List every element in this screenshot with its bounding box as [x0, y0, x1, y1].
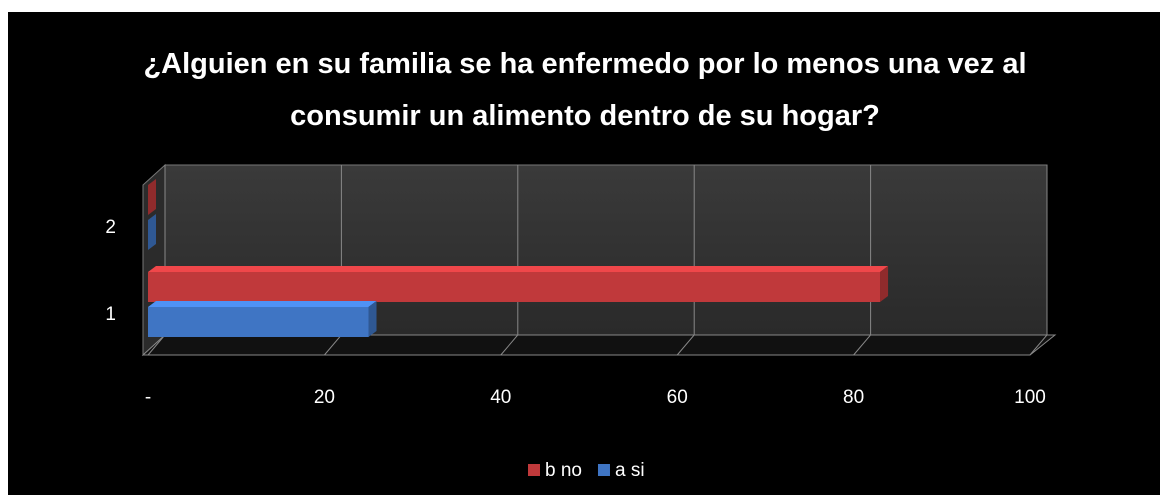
x-tick-label: 40: [490, 387, 511, 408]
y-tick-label: 2: [105, 217, 116, 238]
x-tick-label: 20: [314, 387, 335, 408]
bar-top: [148, 266, 889, 272]
x-tick-label: 60: [667, 387, 688, 408]
x-tick-label: 80: [843, 387, 864, 408]
grid-line: [853, 165, 872, 356]
grid-line: [1029, 165, 1048, 356]
chart-title: ¿Alguien en su familia se ha enfermedo p…: [143, 48, 1027, 132]
legend-swatch: [597, 464, 610, 476]
bar-end: [880, 266, 889, 302]
legend-swatch: [528, 464, 540, 476]
bar-end: [148, 214, 156, 250]
bar: [148, 307, 369, 337]
y-tick-label: 1: [105, 304, 116, 325]
bar-top: [148, 301, 377, 307]
grid-line: [500, 165, 519, 356]
bar-end: [368, 301, 377, 337]
legend-label: b no: [545, 460, 582, 481]
bar-end: [148, 179, 156, 215]
x-tick-label: 100: [1014, 387, 1046, 408]
floor: [141, 334, 1057, 356]
bar: [148, 272, 881, 302]
legend-label: a si: [615, 460, 645, 481]
grid-line: [676, 165, 695, 356]
x-tick-label: -: [145, 387, 151, 408]
